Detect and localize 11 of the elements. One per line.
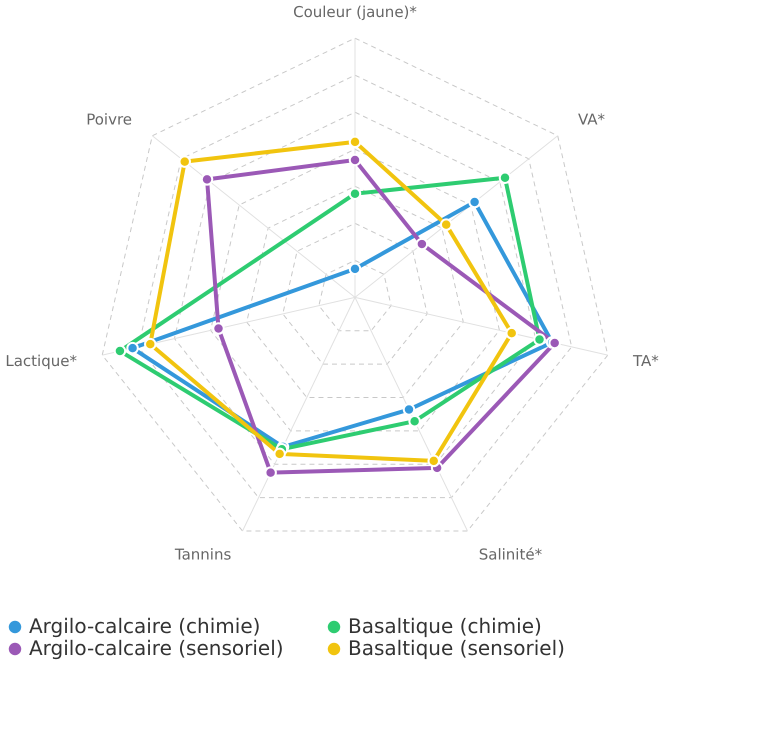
legend-label: Argilo-calcaire (sensoriel) xyxy=(29,636,284,660)
legend-label: Argilo-calcaire (chimie) xyxy=(29,614,260,638)
spoke-label: Salinité* xyxy=(478,545,543,564)
spoke-label: Lactique* xyxy=(5,352,78,370)
spoke-label: Tannins xyxy=(174,545,232,564)
legend-label: Basaltique (sensoriel) xyxy=(348,636,565,660)
spoke-label: Couleur (jaune)* xyxy=(293,3,418,22)
spoke-label: TA* xyxy=(632,352,660,370)
spoke-label: Poivre xyxy=(86,110,132,129)
legend-label: Basaltique (chimie) xyxy=(348,614,542,638)
spoke-label: VA* xyxy=(578,110,606,129)
